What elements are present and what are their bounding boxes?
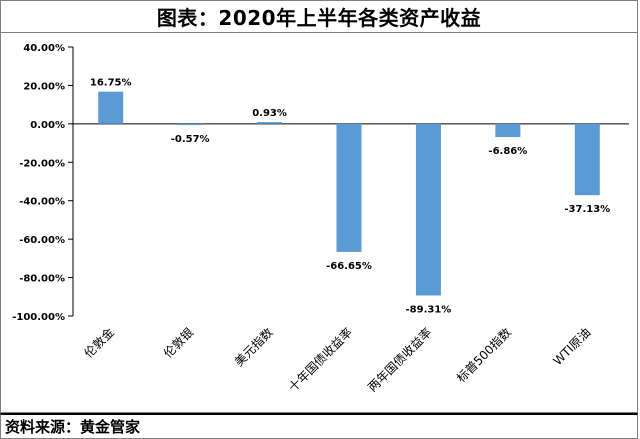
y-tick-label: -60.00%	[19, 235, 65, 246]
footer: 资料来源：黄金管家	[0, 413, 638, 439]
data-label: 16.75%	[90, 78, 132, 89]
chart-frame: 40.00% 20.00% 0.00% -20.00% -40.00% -60.00% -8…	[0, 32, 638, 413]
y-tick-label: 40.00%	[23, 43, 65, 54]
y-tick-label: -80.00%	[19, 274, 65, 285]
category-label: 两年国债收益率	[365, 325, 435, 395]
chart-title: 图表：2020年上半年各类资产收益	[156, 6, 482, 30]
y-tick-label: -40.00%	[19, 197, 65, 208]
bar-1	[177, 123, 203, 126]
title-bar: 图表：2020年上半年各类资产收益	[0, 0, 638, 32]
data-label: 0.93%	[252, 108, 287, 119]
category-label: 标普500指数	[453, 325, 514, 386]
bar-5	[495, 123, 521, 138]
data-label: -6.86%	[488, 146, 527, 157]
data-label: -0.57%	[171, 134, 210, 145]
y-tick-label: -20.00%	[19, 158, 65, 169]
bar-0	[98, 91, 124, 124]
category-label: 伦敦银	[160, 325, 196, 361]
y-tick-label: 20.00%	[23, 81, 65, 92]
bar-3	[336, 123, 362, 252]
data-label: -37.13%	[564, 204, 610, 215]
bar-6	[574, 123, 600, 196]
bar-chart: 40.00% 20.00% 0.00% -20.00% -40.00% -60.00% -8…	[12, 43, 629, 395]
source-note: 资料来源：黄金管家	[5, 418, 141, 436]
category-label: 十年国债收益率	[285, 325, 355, 395]
data-label: -89.31%	[406, 304, 452, 315]
category-label: 美元指数	[231, 325, 276, 370]
bar-2	[257, 122, 283, 124]
category-label: WTI原油	[550, 325, 593, 368]
data-label: -66.65%	[326, 261, 372, 272]
bar-4	[415, 123, 441, 296]
category-label: 伦敦金	[81, 325, 117, 361]
y-tick-label: 0.00%	[30, 120, 65, 131]
y-tick-label: -100.00%	[12, 312, 65, 323]
